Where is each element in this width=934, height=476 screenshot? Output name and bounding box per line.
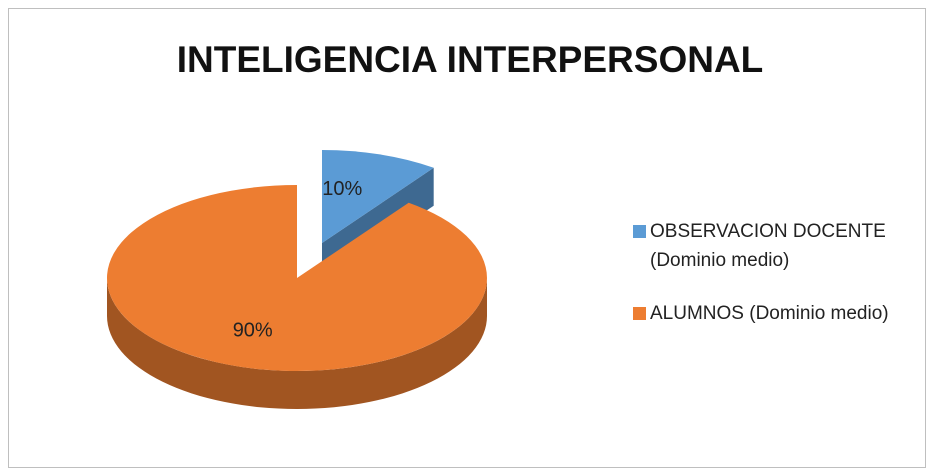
legend-swatch [633, 307, 646, 320]
slice-side [107, 278, 487, 409]
legend-label: ALUMNOS (Dominio medio) [650, 303, 889, 324]
legend-label: OBSERVACION DOCENTE (Dominio medio) [650, 221, 886, 271]
slice [107, 185, 488, 372]
slice [322, 150, 434, 243]
data-label: 10% [322, 178, 362, 200]
data-label: 90% [233, 319, 273, 341]
legend-swatch [633, 225, 646, 238]
chart-title: INTELIGENCIA INTERPERSONAL [177, 39, 764, 80]
